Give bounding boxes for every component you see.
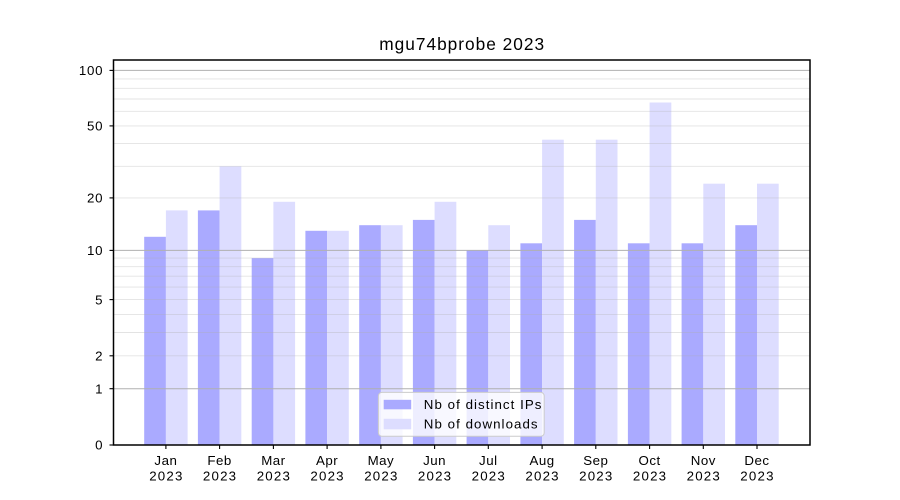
- svg-text:Dec: Dec: [744, 453, 769, 468]
- svg-text:2023: 2023: [364, 469, 398, 484]
- svg-text:Apr: Apr: [316, 453, 338, 468]
- svg-text:Nb of distinct IPs: Nb of distinct IPs: [424, 397, 543, 412]
- svg-text:2023: 2023: [257, 469, 291, 484]
- svg-text:Oct: Oct: [639, 453, 661, 468]
- svg-text:Mar: Mar: [261, 453, 285, 468]
- svg-text:mgu74bprobe 2023: mgu74bprobe 2023: [379, 34, 545, 54]
- svg-text:100: 100: [79, 63, 103, 78]
- svg-text:2023: 2023: [579, 469, 613, 484]
- svg-text:Aug: Aug: [530, 453, 555, 468]
- svg-text:20: 20: [87, 191, 103, 206]
- svg-text:2023: 2023: [525, 469, 559, 484]
- svg-text:2023: 2023: [149, 469, 183, 484]
- svg-text:2023: 2023: [203, 469, 237, 484]
- svg-text:2023: 2023: [687, 469, 721, 484]
- svg-text:Jun: Jun: [423, 453, 446, 468]
- svg-text:10: 10: [87, 243, 103, 258]
- svg-text:2: 2: [95, 349, 103, 364]
- svg-text:Feb: Feb: [207, 453, 231, 468]
- svg-text:2023: 2023: [310, 469, 344, 484]
- svg-text:Jul: Jul: [479, 453, 498, 468]
- svg-text:2023: 2023: [740, 469, 774, 484]
- svg-text:50: 50: [87, 119, 103, 134]
- svg-text:0: 0: [95, 438, 103, 453]
- svg-text:Nov: Nov: [691, 453, 716, 468]
- svg-text:May: May: [368, 453, 395, 468]
- svg-text:1: 1: [95, 381, 103, 396]
- svg-text:2023: 2023: [633, 469, 667, 484]
- svg-text:5: 5: [95, 292, 103, 307]
- svg-text:2023: 2023: [472, 469, 506, 484]
- svg-text:2023: 2023: [418, 469, 452, 484]
- svg-text:Nb of downloads: Nb of downloads: [424, 417, 539, 432]
- svg-text:Sep: Sep: [583, 453, 608, 468]
- svg-text:Jan: Jan: [154, 453, 177, 468]
